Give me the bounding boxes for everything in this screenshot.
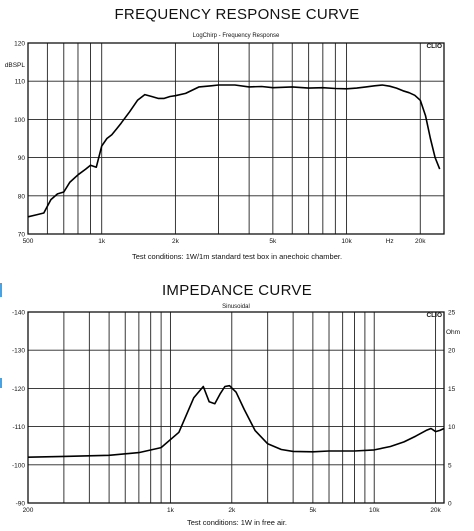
x-tick-label: 10k	[341, 238, 352, 245]
y2-axis-unit: Ohm	[446, 329, 460, 336]
y-tick-label: -100	[12, 462, 25, 469]
y-tick-label: -130	[12, 348, 25, 355]
y-tick-label: 70	[18, 232, 26, 239]
impedance-chart-title: IMPEDANCE CURVE	[161, 282, 313, 299]
frequency-chart-caption: Test conditions: 1W/1m standard test box…	[131, 252, 343, 261]
x-tick-label: 200	[23, 507, 34, 514]
series-line	[27, 384, 445, 458]
x-tick-label: 500	[23, 238, 34, 245]
x-tick-label: 5k	[309, 507, 317, 514]
y-tick-label: 90	[18, 155, 26, 162]
y-tick-label: 100	[14, 117, 25, 124]
y2-tick-label: 0	[448, 501, 452, 508]
y-tick-label: -90	[16, 501, 26, 508]
plot-frame	[27, 42, 445, 235]
x-tick-label: 2k	[172, 238, 180, 245]
x-tick-label: Hz	[386, 238, 394, 245]
x-tick-label: 20k	[415, 238, 426, 245]
edge-marker	[0, 378, 2, 388]
x-tick-label: 10k	[369, 507, 380, 514]
x-tick-label: 5k	[269, 238, 277, 245]
chart-subtitle: Sinusoidal	[222, 304, 250, 310]
chart-subtitle: LogChirp - Frequency Response	[193, 33, 280, 39]
clio-brand-label: CLIO	[426, 43, 442, 50]
y-tick-label: 120	[14, 41, 25, 48]
clio-brand-label: CLIO	[426, 312, 442, 319]
series-line	[27, 84, 441, 218]
y-tick-label: 110	[15, 79, 26, 86]
y-tick-label: -140	[12, 310, 25, 317]
y-tick-label: 80	[18, 193, 26, 200]
x-tick-label: 20k	[430, 507, 441, 514]
frequency-chart-title: FREQUENCY RESPONSE CURVE	[114, 6, 360, 23]
impedance-chart-caption: Test conditions: 1W in free air.	[186, 518, 288, 527]
plot-frame	[27, 311, 445, 504]
y2-tick-label: 10	[448, 424, 456, 431]
y2-tick-label: 25	[448, 310, 456, 317]
x-tick-label: 1k	[98, 238, 106, 245]
y2-tick-label: 5	[448, 462, 452, 469]
y2-tick-label: 20	[448, 348, 456, 355]
x-tick-label: 2k	[228, 507, 236, 514]
edge-marker	[0, 283, 2, 297]
y2-tick-label: 15	[448, 386, 456, 393]
x-tick-label: 1k	[167, 507, 175, 514]
y-axis-label: dBSPL	[5, 62, 26, 69]
y-tick-label: -120	[12, 386, 25, 393]
y-tick-label: -110	[12, 424, 25, 431]
